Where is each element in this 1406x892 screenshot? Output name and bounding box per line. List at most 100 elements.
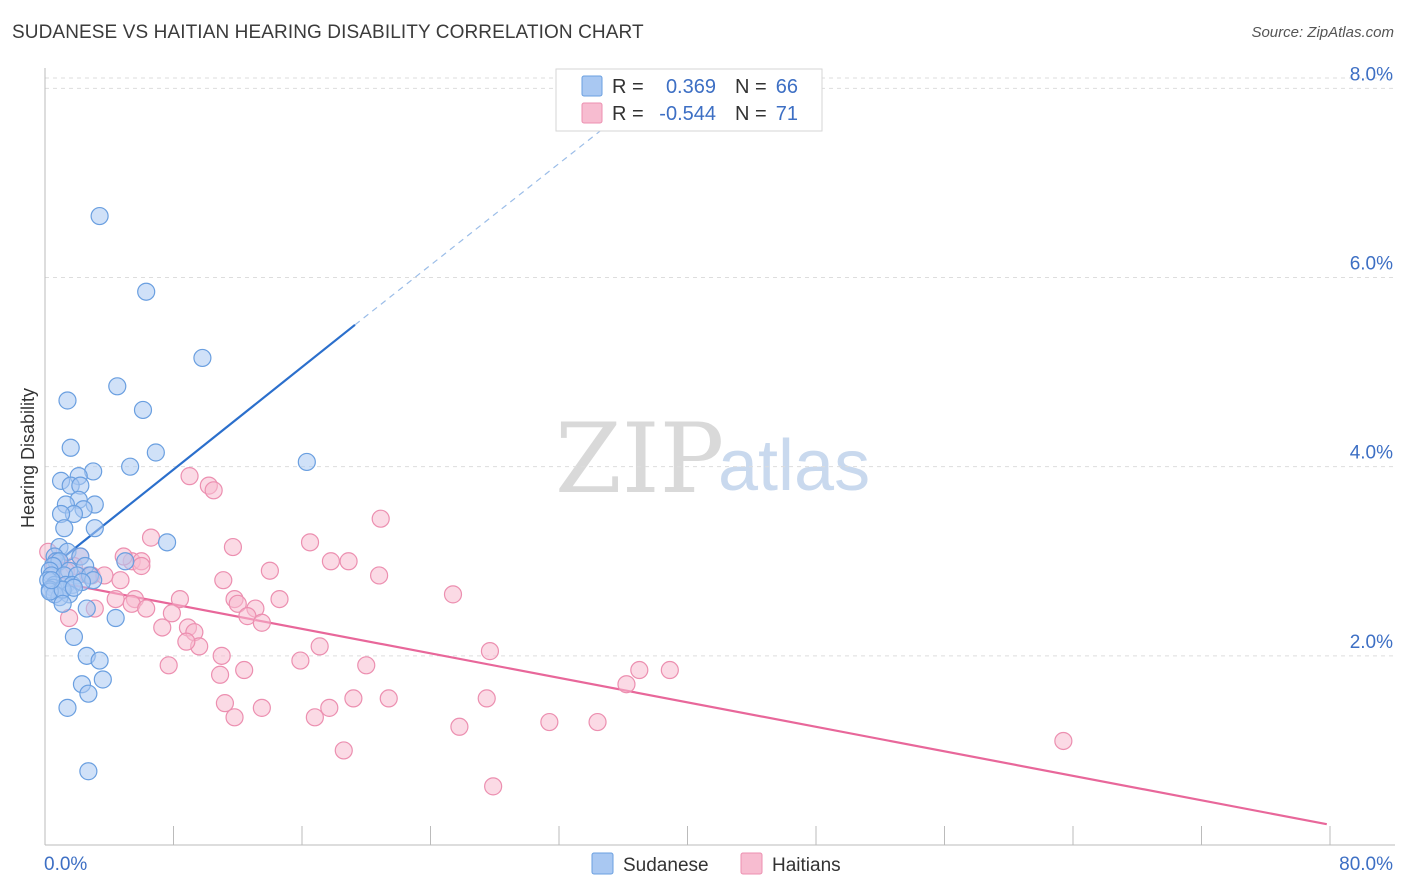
point-haitians-6 bbox=[141, 528, 161, 547]
point-haitians-34 bbox=[270, 589, 289, 609]
point-sudanese-0 bbox=[90, 206, 109, 226]
point-haitians-26 bbox=[177, 632, 196, 651]
top-legend-n-label-0: N = bbox=[735, 76, 767, 98]
point-haitians-41 bbox=[321, 552, 341, 571]
point-haitians-10 bbox=[111, 571, 130, 590]
axes bbox=[44, 68, 1395, 846]
point-sudanese-8 bbox=[146, 443, 165, 462]
grid bbox=[45, 77, 1395, 657]
point-haitians-52 bbox=[225, 708, 244, 727]
point-haitians-68 bbox=[484, 777, 503, 796]
point-sudanese-55 bbox=[77, 599, 96, 618]
bottom-legend-label-haitians: Haitians bbox=[772, 855, 841, 876]
point-sudanese-1 bbox=[137, 282, 156, 301]
watermark-atlas: atlas bbox=[718, 426, 870, 506]
point-haitians-20 bbox=[137, 599, 156, 618]
point-haitians-66 bbox=[660, 660, 679, 680]
y-tick-label-2: 6.0% bbox=[1350, 254, 1393, 275]
point-sudanese-5 bbox=[58, 391, 77, 410]
point-haitians-39 bbox=[180, 467, 199, 486]
y-tick-label-1: 4.0% bbox=[1350, 443, 1393, 464]
point-haitians-42 bbox=[339, 552, 358, 571]
point-haitians-21 bbox=[162, 604, 181, 623]
point-sudanese-53 bbox=[64, 578, 84, 597]
chart-source: Source: ZipAtlas.com bbox=[1251, 24, 1394, 41]
point-sudanese-7 bbox=[61, 438, 80, 457]
point-haitians-38 bbox=[204, 481, 223, 500]
point-sudanese-30 bbox=[116, 552, 135, 571]
point-sudanese-64 bbox=[79, 762, 98, 781]
top-legend-n-label-1: N = bbox=[735, 103, 767, 125]
point-haitians-29 bbox=[214, 571, 233, 590]
point-haitians-67 bbox=[334, 741, 353, 760]
point-haitians-45 bbox=[310, 637, 329, 656]
bottom-legend: Sudanese Haitians bbox=[591, 852, 841, 876]
point-haitians-55 bbox=[344, 689, 363, 708]
point-haitians-27 bbox=[159, 656, 178, 675]
point-sudanese-63 bbox=[58, 698, 77, 717]
y-axis-label: Hearing Disability bbox=[18, 388, 38, 528]
point-haitians-30 bbox=[228, 594, 247, 613]
watermark: ZIP atlas bbox=[555, 403, 870, 515]
x-tick-label-0: 0.0% bbox=[44, 854, 87, 875]
point-haitians-69 bbox=[1054, 731, 1073, 751]
watermark-zip: ZIP bbox=[555, 403, 724, 515]
point-sudanese-62 bbox=[79, 684, 98, 703]
point-sudanese-57 bbox=[64, 627, 84, 647]
y-tick-label-0: 2.0% bbox=[1350, 632, 1393, 653]
point-sudanese-54 bbox=[53, 594, 72, 613]
point-haitians-63 bbox=[588, 712, 607, 732]
top-legend-n-value-1: 71 bbox=[776, 103, 798, 125]
point-sudanese-9 bbox=[121, 457, 140, 476]
point-sudanese-59 bbox=[90, 651, 109, 670]
data-points bbox=[39, 206, 1073, 796]
point-sudanese-3 bbox=[108, 377, 127, 396]
point-sudanese-56 bbox=[106, 608, 125, 628]
point-haitians-60 bbox=[443, 585, 463, 604]
top-legend-r-label-1: R = bbox=[612, 103, 644, 125]
point-sudanese-2 bbox=[193, 348, 212, 368]
point-haitians-62 bbox=[540, 712, 559, 732]
y-tick-label-3: 8.0% bbox=[1350, 64, 1393, 85]
point-haitians-33 bbox=[260, 561, 279, 580]
top-legend-r-label-0: R = bbox=[612, 76, 644, 98]
top-legend-swatch-sudanese bbox=[581, 75, 603, 97]
point-sudanese-22 bbox=[85, 519, 104, 538]
point-haitians-50 bbox=[210, 665, 230, 684]
point-haitians-16 bbox=[106, 589, 125, 609]
top-legend-r-value-1: -0.544 bbox=[659, 103, 716, 125]
point-sudanese-60 bbox=[93, 670, 112, 689]
top-legend-n-value-0: 66 bbox=[776, 76, 798, 98]
point-haitians-53 bbox=[305, 708, 324, 727]
point-haitians-57 bbox=[379, 689, 398, 708]
point-sudanese-4 bbox=[133, 400, 153, 420]
bottom-legend-swatch-haitians bbox=[740, 852, 763, 875]
chart-title: SUDANESE VS HAITIAN HEARING DISABILITY C… bbox=[12, 22, 644, 43]
point-haitians-35 bbox=[252, 613, 271, 632]
point-haitians-56 bbox=[357, 656, 376, 675]
bottom-legend-label-sudanese: Sudanese bbox=[623, 855, 709, 876]
top-legend-r-value-0: 0.369 bbox=[666, 76, 716, 98]
tick-labels: 2.0% 4.0% 6.0% 8.0% 0.0% 80.0% bbox=[44, 64, 1393, 875]
point-haitians-49 bbox=[215, 694, 234, 713]
point-haitians-64 bbox=[617, 675, 636, 694]
point-haitians-43 bbox=[371, 509, 390, 528]
point-haitians-40 bbox=[300, 533, 320, 552]
point-sudanese-65 bbox=[42, 571, 61, 590]
top-legend-swatch-haitians bbox=[581, 102, 603, 124]
point-haitians-54 bbox=[320, 698, 339, 717]
point-haitians-47 bbox=[212, 646, 231, 665]
point-haitians-22 bbox=[153, 618, 172, 637]
point-haitians-14 bbox=[170, 589, 190, 609]
point-haitians-48 bbox=[235, 660, 254, 680]
point-haitians-61 bbox=[480, 642, 500, 661]
top-legend: R = 0.369 N = 66 R = -0.544 N = 71 bbox=[555, 68, 823, 132]
point-haitians-51 bbox=[252, 698, 271, 717]
point-haitians-44 bbox=[370, 566, 389, 585]
point-sudanese-21 bbox=[55, 519, 74, 538]
x-tick-label-1: 80.0% bbox=[1339, 854, 1393, 875]
point-haitians-65 bbox=[630, 660, 649, 680]
trend-line-sudanese-extension bbox=[354, 102, 637, 326]
point-haitians-58 bbox=[450, 717, 469, 736]
